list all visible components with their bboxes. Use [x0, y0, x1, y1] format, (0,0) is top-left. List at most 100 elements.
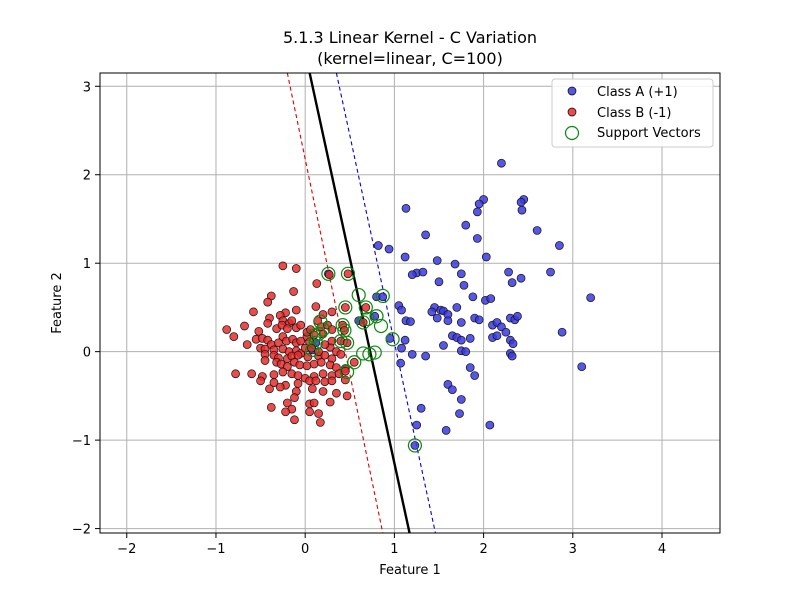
point-class-a	[492, 331, 502, 341]
point-class-a	[378, 292, 388, 302]
point-class-b	[342, 391, 352, 401]
point-class-b	[291, 264, 301, 273]
point-class-a	[474, 315, 484, 325]
point-class-a	[486, 294, 496, 303]
point-class-b	[349, 357, 359, 367]
point-class-a	[473, 207, 482, 217]
point-class-a	[461, 220, 471, 230]
point-class-a	[474, 199, 484, 209]
y-tick-label: 1	[83, 257, 91, 272]
support-vector	[307, 328, 322, 343]
point-class-b	[222, 325, 232, 334]
point-class-b	[327, 376, 337, 386]
point-class-a	[407, 270, 417, 280]
point-class-b	[289, 287, 298, 296]
point-class-b	[296, 336, 306, 346]
point-class-b	[324, 270, 334, 280]
point-class-b	[260, 356, 270, 365]
point-class-a	[456, 335, 466, 345]
support-vector	[362, 347, 377, 362]
point-class-b	[269, 378, 279, 387]
point-class-b	[229, 332, 239, 341]
point-class-b	[314, 409, 323, 418]
point-class-a	[507, 351, 517, 361]
point-class-b	[256, 376, 265, 386]
point-class-a	[448, 385, 457, 395]
point-class-a	[396, 358, 405, 368]
point-class-b	[318, 387, 328, 396]
support-vector	[347, 355, 362, 370]
point-class-a	[507, 278, 517, 288]
support-vector	[385, 332, 400, 347]
point-class-b	[282, 398, 292, 408]
point-class-b	[278, 367, 288, 377]
point-class-b	[340, 366, 350, 376]
point-class-b	[309, 359, 319, 369]
y-tick-label: 3	[83, 80, 91, 95]
point-class-b	[282, 324, 292, 334]
point-class-b	[274, 338, 283, 348]
point-class-b	[254, 326, 264, 336]
point-class-b	[290, 393, 299, 403]
point-class-a	[373, 241, 383, 250]
point-class-a	[400, 252, 410, 262]
point-class-b	[293, 379, 303, 388]
x-tick-label: 0	[301, 542, 309, 557]
support-vector	[305, 342, 320, 357]
point-class-b	[302, 361, 312, 371]
point-class-a	[485, 420, 495, 430]
point-class-b	[240, 321, 249, 331]
point-class-b	[307, 384, 317, 394]
point-class-b	[336, 349, 346, 359]
legend-box	[551, 78, 714, 148]
support-vector	[358, 300, 373, 315]
point-class-a	[546, 267, 555, 277]
point-class-a	[416, 403, 426, 413]
point-class-a	[439, 341, 448, 350]
point-class-b	[309, 398, 319, 408]
point-class-b	[281, 407, 290, 417]
point-class-a	[577, 362, 587, 372]
point-class-a	[586, 293, 595, 303]
point-class-a	[434, 277, 444, 287]
point-class-a	[441, 426, 451, 435]
point-class-b	[316, 357, 326, 367]
support-vector	[356, 315, 371, 330]
point-class-a	[473, 234, 482, 243]
y-axis-ticks: −2 −1 0 1 2 3	[72, 80, 100, 538]
legend-label-class-b: Class B (-1)	[597, 106, 672, 121]
x-tick-label: −1	[206, 542, 225, 557]
point-class-a	[421, 230, 430, 240]
point-class-b	[287, 316, 297, 326]
support-vector	[340, 335, 355, 350]
point-class-b	[332, 388, 341, 398]
point-class-a	[456, 395, 466, 404]
point-class-a	[456, 318, 466, 327]
point-class-b	[290, 415, 299, 425]
decision-boundary-line	[308, 73, 411, 533]
support-vector	[407, 438, 423, 453]
point-class-a	[557, 327, 567, 337]
point-class-b	[249, 307, 258, 317]
point-class-b	[318, 369, 328, 379]
point-class-a	[516, 197, 526, 207]
x-tick-label: 3	[569, 542, 577, 557]
point-class-a	[443, 316, 453, 326]
point-class-b	[327, 325, 337, 334]
point-class-b	[327, 336, 337, 346]
point-class-b	[263, 297, 273, 307]
point-class-b	[247, 369, 257, 379]
point-class-b	[291, 305, 301, 315]
point-class-a	[504, 267, 513, 277]
x-axis-ticks: −2 −1 0 1 2 3 4	[117, 533, 666, 557]
support-vector	[338, 300, 353, 315]
point-class-a	[400, 335, 410, 345]
point-class-b	[340, 303, 350, 312]
y-tick-label: 2	[83, 169, 91, 184]
chart-subtitle: (kernel=linear, C=100)	[317, 49, 503, 68]
support-vector	[340, 364, 355, 380]
point-class-b	[340, 326, 349, 335]
point-class-a	[508, 339, 518, 349]
point-class-b	[361, 303, 371, 312]
point-class-b	[265, 384, 274, 394]
